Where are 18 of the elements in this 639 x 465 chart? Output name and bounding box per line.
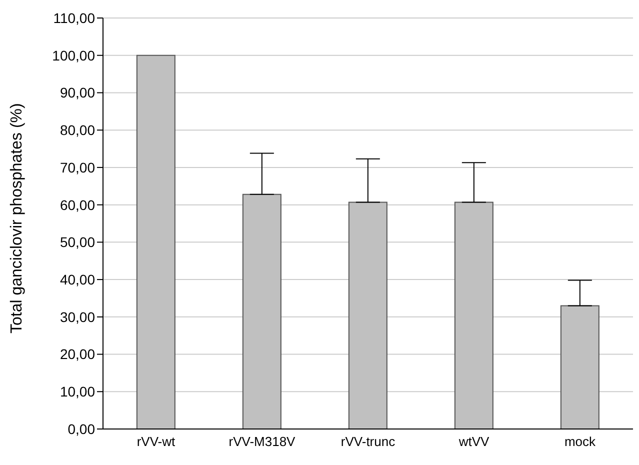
y-tick-label: 80,00 xyxy=(60,122,96,138)
y-tick-label: 60,00 xyxy=(60,196,96,213)
y-tick-label: 20,00 xyxy=(60,346,96,362)
y-axis-title: Total ganciclovir phosphates (%) xyxy=(8,103,26,334)
x-tick-label: rVV-wt xyxy=(136,434,176,450)
y-tick-label: 10,00 xyxy=(60,384,96,400)
y-tick-label: 40,00 xyxy=(60,272,96,288)
x-tick-label: rVV-M318V xyxy=(228,434,296,450)
y-tick-label: 110,00 xyxy=(53,10,96,26)
x-tick-label: mock xyxy=(564,434,596,450)
y-tick-label: 90,00 xyxy=(60,84,96,101)
y-tick-label: 30,00 xyxy=(60,308,96,325)
y-tick-label: 50,00 xyxy=(60,234,96,250)
y-tick-label: 100,00 xyxy=(52,47,96,64)
y-tick-label: 70,00 xyxy=(60,159,96,176)
x-tick-label: wtVV xyxy=(458,434,490,450)
y-tick-label: 0,00 xyxy=(68,420,96,437)
x-tick-label: rVV-trunc xyxy=(340,434,396,450)
